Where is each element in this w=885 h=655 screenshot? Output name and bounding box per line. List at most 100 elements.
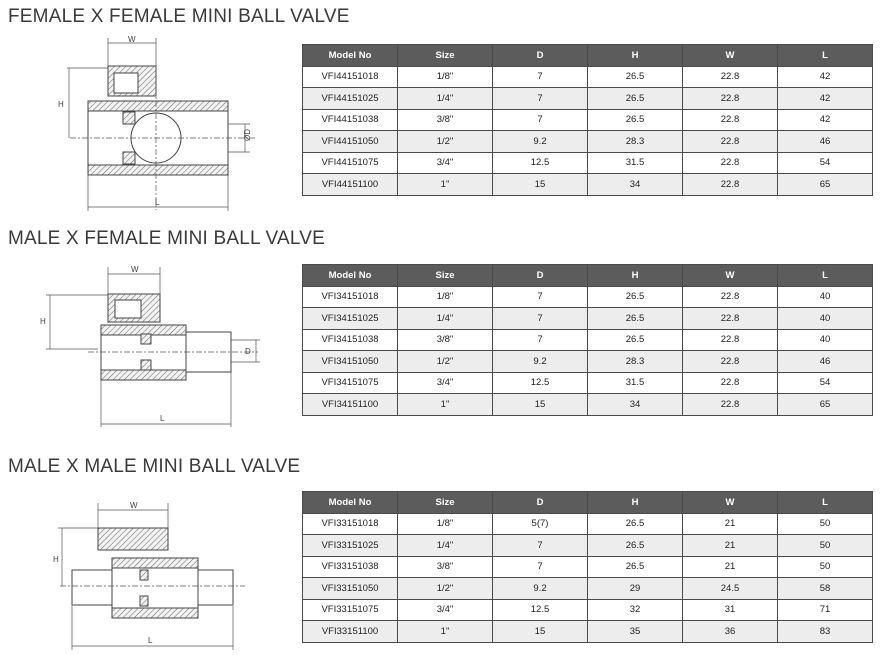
cell-model-no: VFI34151100 <box>302 393 398 416</box>
cell-l: 65 <box>777 173 873 196</box>
cell-w: 24.5 <box>682 577 778 600</box>
cell-d: 7 <box>492 328 588 351</box>
section-title-male-male: MALE X MALE MINI BALL VALVE <box>8 456 301 477</box>
table-header-row: Model No Size D H W L <box>302 264 873 287</box>
cell-l: 40 <box>777 285 873 308</box>
cell-size: 1/2" <box>397 130 493 153</box>
col-h: H <box>587 264 683 287</box>
cell-d: 7 <box>492 534 588 557</box>
cell-h: 26.5 <box>587 65 683 88</box>
cell-l: 42 <box>777 87 873 110</box>
cell-l: 65 <box>777 393 873 416</box>
cell-h: 28.3 <box>587 130 683 153</box>
w-label: W <box>130 501 138 510</box>
cell-size: 1/2" <box>397 350 493 373</box>
cell-model-no: VFI44151025 <box>302 87 398 110</box>
cell-l: 71 <box>777 598 873 621</box>
table-row: VFI33151025 1/4" 7 26.5 21 50 <box>302 534 873 557</box>
cell-w: 21 <box>682 534 778 557</box>
cell-size: 3/8" <box>397 555 493 578</box>
cell-l: 54 <box>777 151 873 174</box>
cell-w: 22.8 <box>682 393 778 416</box>
cell-size: 1/8" <box>397 65 493 88</box>
l-label: L <box>155 198 160 207</box>
cell-h: 26.5 <box>587 555 683 578</box>
table-row: VFI44151075 3/4" 12.5 31.5 22.8 54 <box>302 151 873 174</box>
od-label: ØD <box>243 129 252 141</box>
col-d: D <box>492 264 588 287</box>
col-model-no: Model No <box>302 44 398 67</box>
w-label: W <box>131 265 139 274</box>
table-row: VFI34151018 1/8" 7 26.5 22.8 40 <box>302 285 873 308</box>
cell-model-no: VFI34151050 <box>302 350 398 373</box>
l-label: L <box>148 636 153 645</box>
col-size: Size <box>397 44 493 67</box>
cell-d: 9.2 <box>492 350 588 373</box>
cell-h: 29 <box>587 577 683 600</box>
cell-l: 46 <box>777 130 873 153</box>
col-h: H <box>587 491 683 514</box>
col-size: Size <box>397 491 493 514</box>
cell-d: 15 <box>492 173 588 196</box>
table-row: VFI44151038 3/8" 7 26.5 22.8 42 <box>302 108 873 131</box>
table-row: VFI34151075 3/4" 12.5 31.5 22.8 54 <box>302 371 873 394</box>
cell-size: 1/2" <box>397 577 493 600</box>
cell-model-no: VFI33151038 <box>302 555 398 578</box>
female-female-valve-drawing: W H ØD L <box>58 35 255 211</box>
col-model-no: Model No <box>302 491 398 514</box>
cell-size: 3/8" <box>397 328 493 351</box>
cell-model-no: VFI44151050 <box>302 130 398 153</box>
section-title-male-female: MALE X FEMALE MINI BALL VALVE <box>8 228 325 249</box>
table-row: VFI34151050 1/2" 9.2 28.3 22.8 46 <box>302 350 873 373</box>
male-male-valve-drawing: W H L <box>53 501 245 650</box>
cell-w: 22.8 <box>682 350 778 373</box>
cell-h: 26.5 <box>587 328 683 351</box>
cell-model-no: VFI34151025 <box>302 307 398 330</box>
cell-size: 1/4" <box>397 87 493 110</box>
table-header-row: Model No Size D H W L <box>302 44 873 67</box>
cell-d: 7 <box>492 108 588 131</box>
d-label: D <box>245 347 251 356</box>
col-l: L <box>777 264 873 287</box>
cell-d: 5(7) <box>492 512 588 535</box>
male-female-spec-table: Model No Size D H W L VFI34151018 1/8" 7 26.5 22.… <box>302 264 873 416</box>
w-label: W <box>128 35 136 44</box>
table-row: VFI33151075 3/4" 12.5 32 31 71 <box>302 598 873 621</box>
cell-w: 22.8 <box>682 130 778 153</box>
cell-h: 26.5 <box>587 108 683 131</box>
cell-size: 3/4" <box>397 371 493 394</box>
cell-h: 26.5 <box>587 285 683 308</box>
cell-d: 12.5 <box>492 598 588 621</box>
cell-w: 22.8 <box>682 65 778 88</box>
cell-l: 40 <box>777 307 873 330</box>
cell-h: 26.5 <box>587 534 683 557</box>
cell-size: 1" <box>397 393 493 416</box>
cell-l: 50 <box>777 555 873 578</box>
cell-model-no: VFI33151100 <box>302 620 398 643</box>
table-row: VFI34151025 1/4" 7 26.5 22.8 40 <box>302 307 873 330</box>
cell-d: 7 <box>492 555 588 578</box>
cell-model-no: VFI44151075 <box>302 151 398 174</box>
cell-d: 12.5 <box>492 151 588 174</box>
h-label: H <box>53 555 59 564</box>
cell-w: 22.8 <box>682 307 778 330</box>
col-d: D <box>492 491 588 514</box>
male-male-spec-table: Model No Size D H W L VFI33151018 1/8" 5(7) 26.5… <box>302 491 873 643</box>
cell-l: 58 <box>777 577 873 600</box>
cell-model-no: VFI33151075 <box>302 598 398 621</box>
l-label: L <box>160 414 165 423</box>
table-row: VFI44151050 1/2" 9.2 28.3 22.8 46 <box>302 130 873 153</box>
cell-l: 50 <box>777 512 873 535</box>
section-title-female-female: FEMALE X FEMALE MINI BALL VALVE <box>8 6 350 27</box>
cell-model-no: VFI34151018 <box>302 285 398 308</box>
cell-d: 9.2 <box>492 577 588 600</box>
cell-l: 46 <box>777 350 873 373</box>
cell-w: 22.8 <box>682 87 778 110</box>
cell-w: 22.8 <box>682 285 778 308</box>
cell-h: 34 <box>587 173 683 196</box>
cell-h: 32 <box>587 598 683 621</box>
cell-size: 1/8" <box>397 512 493 535</box>
cell-model-no: VFI34151075 <box>302 371 398 394</box>
table-row: VFI33151100 1" 15 35 36 83 <box>302 620 873 643</box>
female-female-spec-table: Model No Size D H W L VFI44151018 1/8" 7 26.5 22.… <box>302 44 873 196</box>
